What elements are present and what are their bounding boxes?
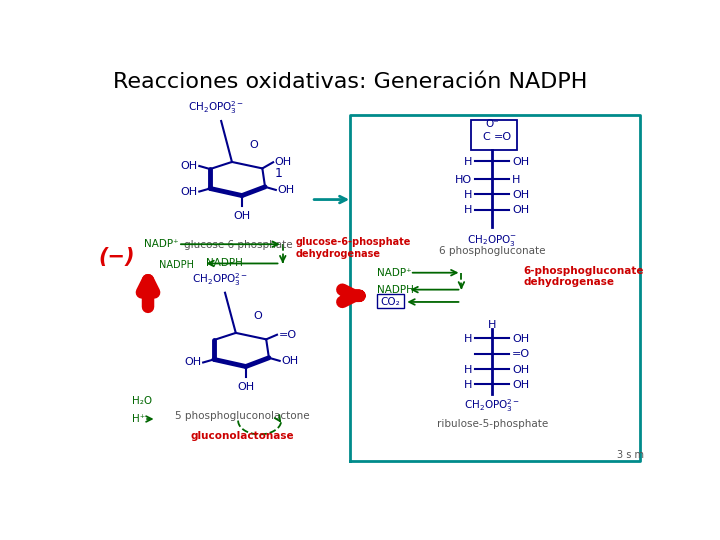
Text: OH: OH (512, 190, 529, 200)
Text: glucose-6-phosphate
dehydrogenase: glucose-6-phosphate dehydrogenase (296, 237, 411, 259)
Text: 5 phosphogluconolactone: 5 phosphogluconolactone (175, 411, 310, 421)
Text: OH: OH (277, 185, 294, 195)
Text: OH: OH (181, 186, 198, 197)
Text: H⁺: H⁺ (132, 414, 145, 424)
Text: 1: 1 (274, 166, 282, 179)
Text: OH: OH (512, 334, 529, 344)
Text: CH$_2$OPO$_3^{2-}$: CH$_2$OPO$_3^{2-}$ (192, 271, 248, 288)
Text: H: H (512, 174, 521, 185)
Text: H: H (464, 380, 472, 390)
Text: HO: HO (455, 174, 472, 185)
Text: O: O (249, 140, 258, 150)
Text: NADP⁺: NADP⁺ (377, 268, 411, 278)
Text: OH: OH (274, 157, 292, 167)
Text: OH: OH (184, 357, 202, 368)
Text: CO₂: CO₂ (381, 297, 400, 307)
Text: 6 phosphogluconate: 6 phosphogluconate (439, 246, 546, 256)
Text: OH: OH (512, 380, 529, 390)
Text: Reacciones oxidativas: Generación NADPH: Reacciones oxidativas: Generación NADPH (113, 72, 588, 92)
Text: 3 s m: 3 s m (617, 450, 644, 460)
Text: =O: =O (512, 349, 531, 359)
Text: ribulose-5-phosphate: ribulose-5-phosphate (436, 419, 548, 429)
Text: H: H (488, 320, 496, 330)
Bar (471, 120, 517, 150)
Text: O⁻: O⁻ (485, 119, 499, 129)
Text: H: H (464, 205, 472, 215)
Text: glucose 6 phosphate: glucose 6 phosphate (184, 240, 292, 251)
Text: OH: OH (181, 161, 198, 171)
Text: NADPH: NADPH (377, 285, 413, 295)
Text: NADP⁺: NADP⁺ (144, 239, 179, 249)
Text: H: H (464, 157, 472, 167)
Text: OH: OH (237, 382, 254, 392)
Text: OH: OH (512, 364, 529, 375)
Text: gluconolactonase: gluconolactonase (191, 430, 294, 441)
Text: (−): (−) (98, 247, 135, 267)
Bar (377, 294, 405, 308)
Text: =O: =O (279, 330, 297, 340)
Text: NADPH: NADPH (206, 259, 243, 268)
Text: OH: OH (233, 211, 251, 221)
Text: CH$_2$OPO$_3^{2-}$: CH$_2$OPO$_3^{2-}$ (464, 397, 521, 414)
Text: H: H (464, 334, 472, 344)
Text: NADPH: NADPH (159, 260, 194, 270)
Text: H₂O: H₂O (132, 395, 152, 406)
Text: =O: =O (494, 132, 512, 142)
Text: CH$_2$OPO$_3^{2-}$: CH$_2$OPO$_3^{2-}$ (189, 99, 245, 116)
Text: CH$_2$OPO$_3^{-}$: CH$_2$OPO$_3^{-}$ (467, 233, 517, 248)
Text: OH: OH (512, 205, 529, 215)
Text: H: H (464, 364, 472, 375)
Text: OH: OH (512, 157, 529, 167)
Text: O: O (253, 311, 262, 321)
Text: C: C (482, 132, 490, 142)
Text: 6-phosphogluconate
dehydrogenase: 6-phosphogluconate dehydrogenase (523, 266, 644, 287)
Text: H: H (464, 190, 472, 200)
Text: OH: OH (282, 356, 298, 366)
